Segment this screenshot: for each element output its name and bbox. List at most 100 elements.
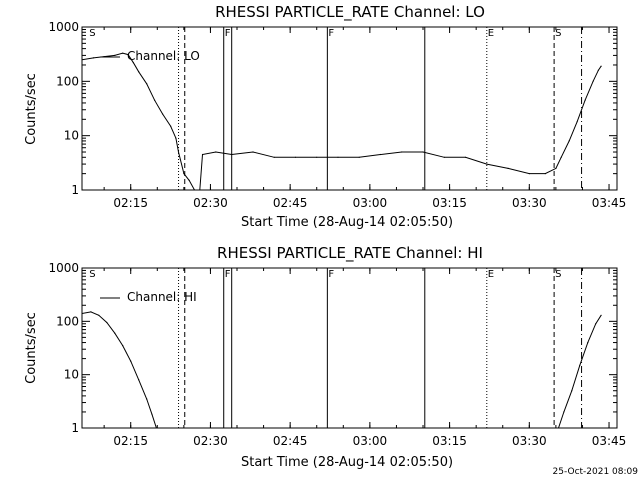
lo-x-tick-label: 02:30 [193,196,228,210]
lo-data-point [443,156,445,158]
hi-y-tick-label: 1000 [48,261,79,275]
hi-legend-label: Channel: HI [127,290,197,304]
hi-event-marker-label: S [89,269,95,280]
lo-data-point [422,151,424,153]
lo-data-point [544,173,546,175]
lo-y-tick-label: 1000 [48,20,79,34]
hi-event-marker-label: S [555,269,561,280]
hi-data-point [114,332,116,334]
hi-data-point [146,398,148,400]
hi-data-point [579,364,581,366]
lo-data-point [584,99,586,101]
lo-data-point [170,125,172,127]
hi-data-point [90,311,92,313]
hi-x-tick-label: 03:45 [592,434,627,448]
hi-data-point [563,411,565,413]
lo-data-point [215,151,217,153]
lo-data-point [199,189,201,190]
hi-event-marker-label: E [488,269,494,280]
hi-x-tick-label: 03:00 [353,434,388,448]
hi-chart-title: RHESSI PARTICLE_RATE Channel: HI [217,244,483,263]
hi-data-point [130,360,132,362]
lo-data-point [560,156,562,158]
lo-series-line [82,52,602,190]
lo-y-axis-label: Counts/sec [24,73,39,145]
lo-y-tick-label: 1 [71,183,79,197]
hi-data-point [98,314,100,316]
hi-data-point [571,390,573,392]
hi-data-point [106,321,108,324]
lo-data-point [103,56,105,58]
lo-data-point [486,163,488,165]
lo-plot-frame [81,26,618,191]
lo-y-tick-label: 100 [56,74,79,88]
lo-data-point [597,69,600,71]
hi-data-point [151,413,153,415]
lo-data-point [92,57,95,59]
lo-y-tick-label: 10 [64,129,79,143]
hi-series-line [82,311,602,428]
lo-data-point [568,140,570,142]
lo-event-marker-label: S [555,28,561,39]
lo-data-point [592,80,594,82]
lo-event-marker-label: E [488,28,494,39]
lo-event-marker-label: S [89,28,95,39]
lo-data-point [464,156,467,158]
hi-event-marker-label: F [225,269,231,280]
lo-data-point [162,113,164,115]
lo-data-point [127,54,129,56]
lo-data-point [600,65,602,67]
lo-channel-plot: RHESSI PARTICLE_RATE Channel: LO Counts/… [24,3,626,230]
lo-data-point [132,62,134,64]
hi-data-point [122,345,124,347]
lo-data-point [82,59,83,61]
lo-data-point [138,71,140,73]
lo-x-axis-label: Start Time (28-Aug-14 02:05:50) [241,215,453,230]
hi-x-tick-label: 03:15 [432,434,467,448]
lo-data-point [576,121,578,123]
lo-data-point [193,189,196,190]
lo-chart-title: RHESSI PARTICLE_RATE Channel: LO [215,3,485,22]
lo-data-point [358,156,360,158]
lo-data-point [175,137,177,139]
hi-data-point [82,312,83,315]
hi-data-point [138,379,140,381]
lo-event-marker-label: F [328,28,334,39]
lo-data-point [183,173,185,175]
lo-data-point [177,151,180,153]
lo-data-point [273,156,275,158]
hi-data-point [557,427,560,428]
hi-event-marker-label: F [328,269,334,280]
hi-data-point [595,323,597,325]
lo-x-tick-label: 02:45 [273,196,308,210]
lo-x-tick-label: 02:15 [113,196,148,210]
lo-x-tick-label: 03:30 [512,196,547,210]
hi-x-tick-label: 02:15 [113,434,148,448]
lo-data-point [252,151,254,153]
hi-y-tick-label: 1 [71,421,79,435]
hi-data-point [155,427,157,428]
lo-data-point [188,179,190,181]
lo-data-point [231,153,233,156]
footer-timestamp: 25-Oct-2021 08:09 [553,467,639,477]
hi-y-tick-label: 10 [64,368,79,382]
lo-x-tick-label: 03:45 [592,196,627,210]
hi-data-point [587,342,589,344]
lo-data-point [507,167,509,169]
lo-data-point [114,54,116,57]
lo-data-point [154,99,156,101]
lo-data-point [122,52,124,54]
lo-data-point [201,153,204,156]
lo-x-tick-label: 03:00 [353,196,388,210]
lo-legend-label: Channel: LO [127,49,200,63]
lo-data-point [379,153,382,156]
hi-x-tick-label: 02:45 [273,434,308,448]
lo-event-marker-label: F [225,28,231,39]
lo-data-point [294,156,297,158]
hi-x-tick-label: 02:30 [193,434,228,448]
lo-data-point [316,156,318,158]
lo-data-point [528,173,530,175]
lo-x-tick-label: 03:15 [432,196,467,210]
hi-x-axis-label: Start Time (28-Aug-14 02:05:50) [241,455,453,470]
lo-data-point [337,156,339,158]
